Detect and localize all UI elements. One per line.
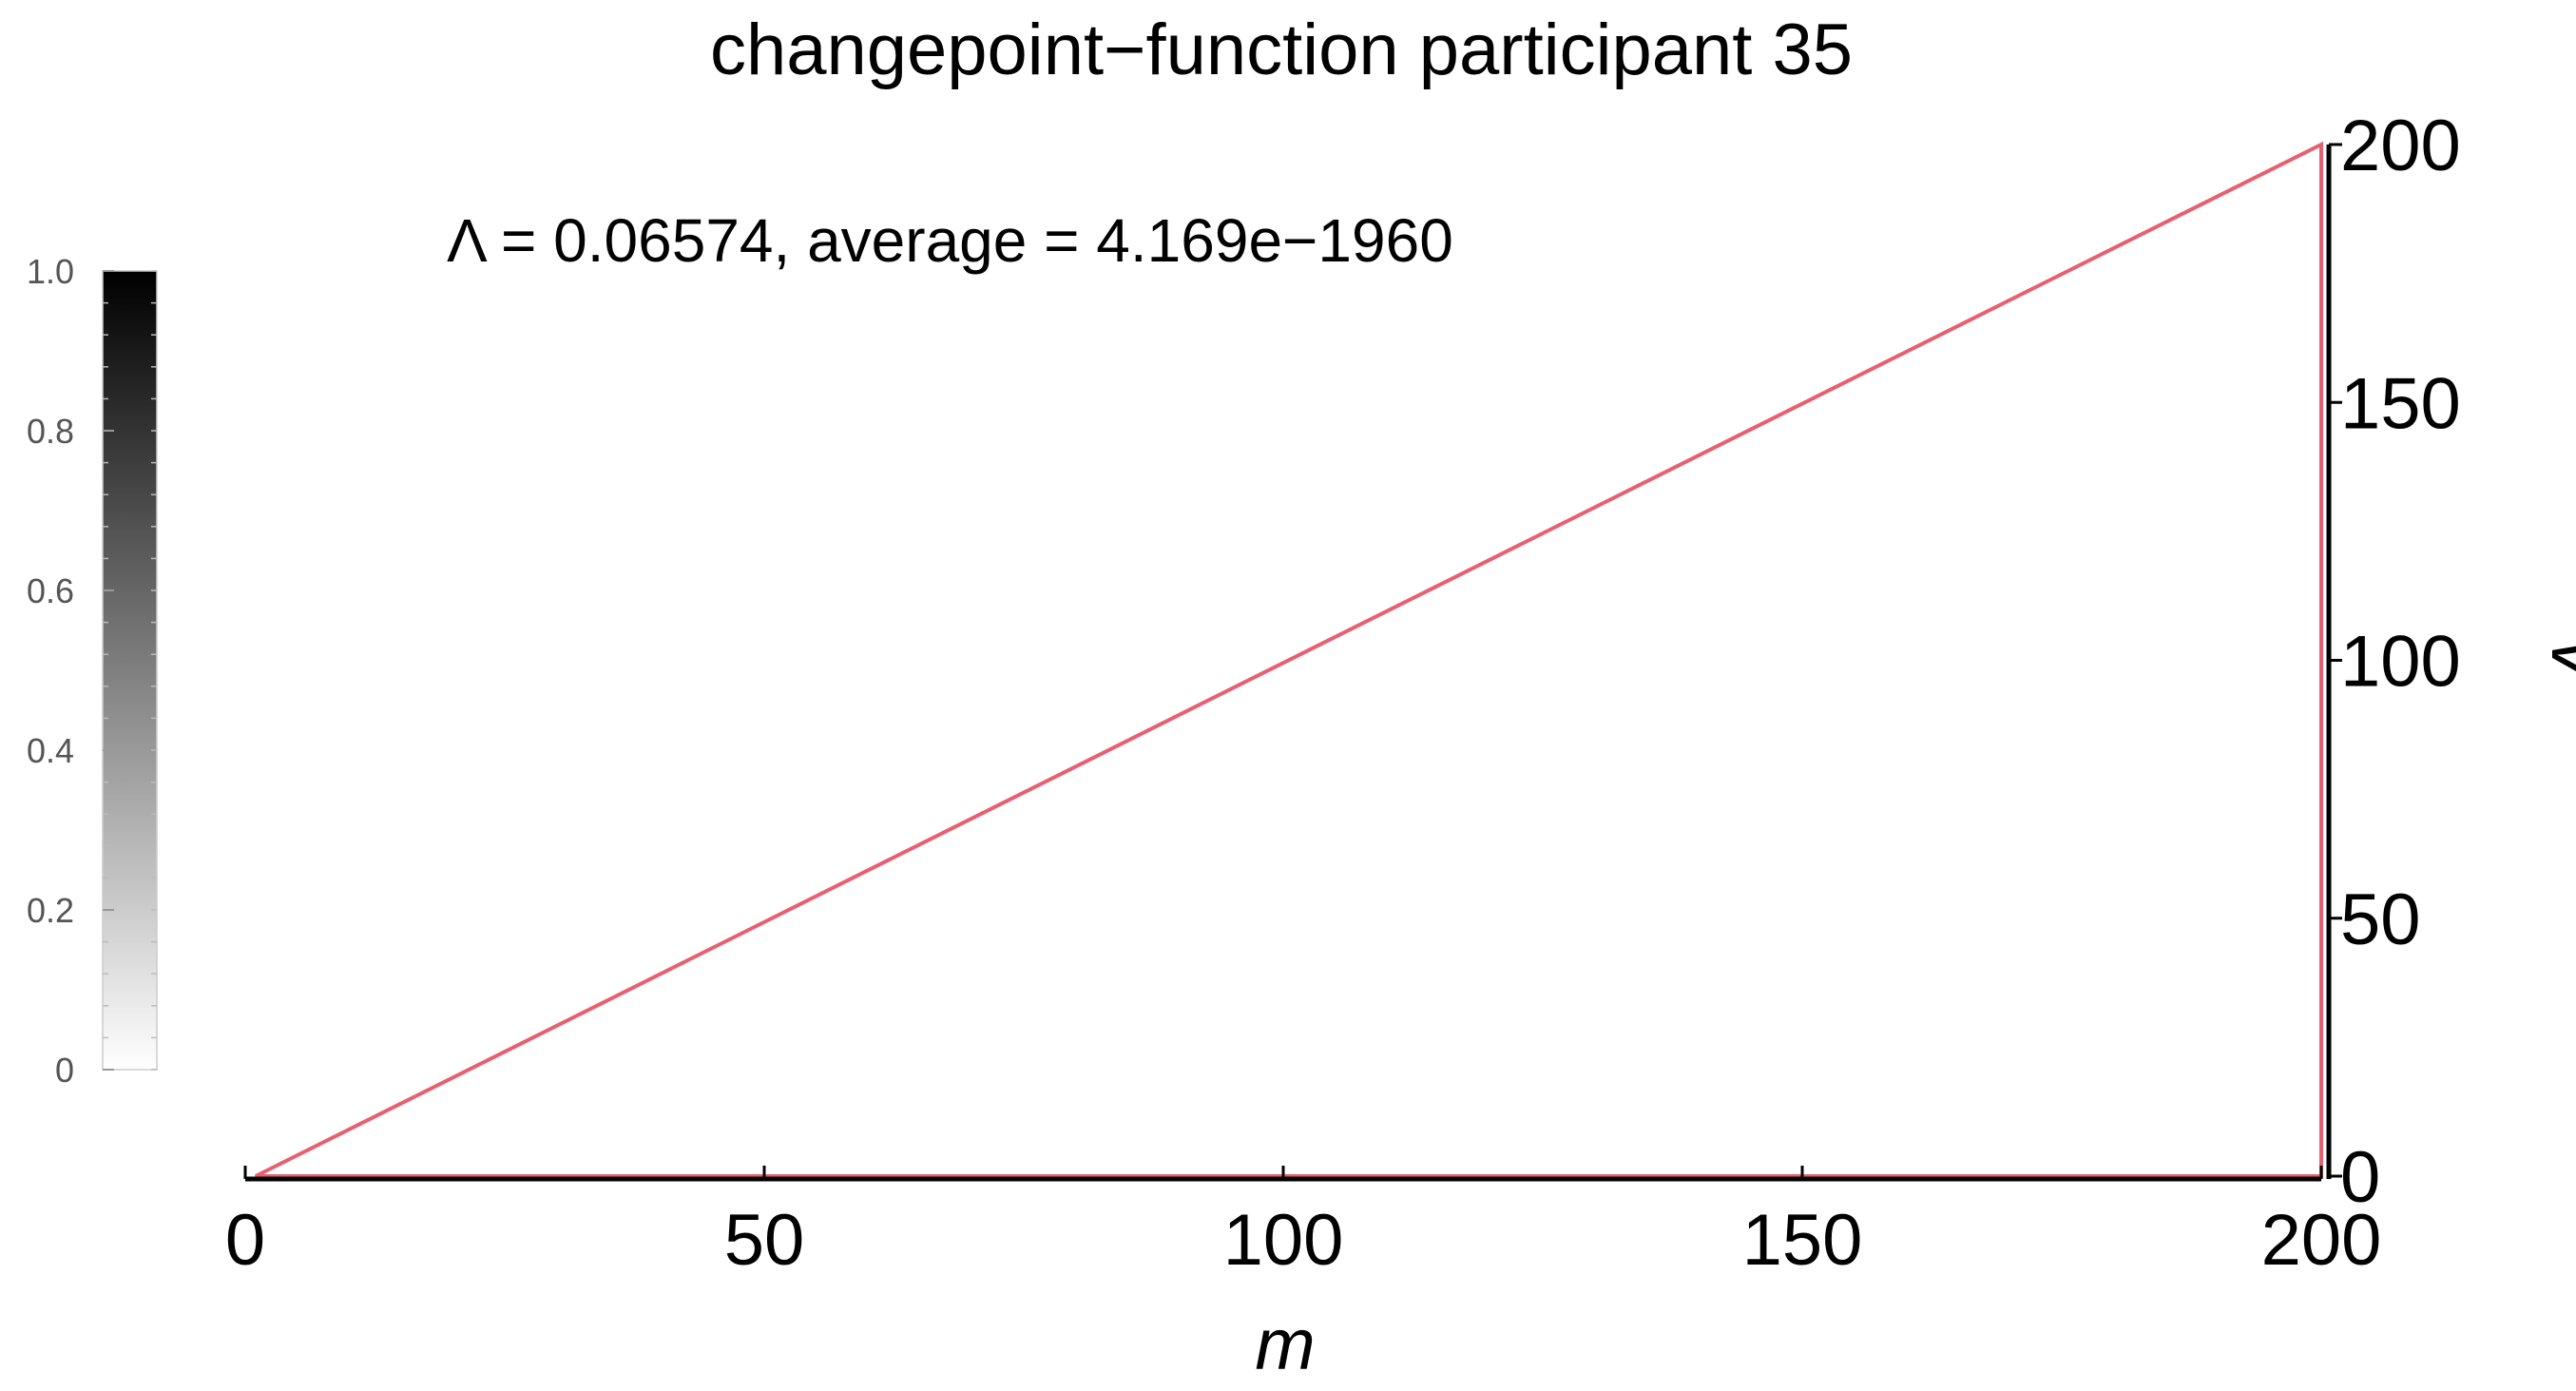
x-tick-label: 150: [1742, 1200, 1863, 1281]
chart-title: changepoint−function participant 35: [710, 10, 1853, 90]
x-tick-label: 50: [724, 1200, 805, 1281]
x-tick-label: 200: [2261, 1200, 2382, 1281]
y-tick-label: 200: [2340, 106, 2461, 186]
colorbar-tick-label: 0.8: [27, 412, 74, 451]
colorbar-tick-label: 0.6: [27, 571, 74, 610]
x-tick-label: 0: [225, 1200, 265, 1281]
y-tick-label: 100: [2340, 622, 2461, 703]
plot-marks: [255, 141, 2323, 1178]
x-axis-label: m: [1255, 1304, 1315, 1385]
colorbar-tick-labels: 0 0.2 0.4 0.6 0.8 1.0: [27, 252, 74, 1090]
y-tick-label: 50: [2340, 879, 2421, 960]
colorbar-tick-label: 0: [55, 1051, 74, 1090]
outline-region: [255, 141, 2323, 1178]
y-tick-label: 0: [2340, 1137, 2380, 1218]
colorbar: 0 0.2 0.4 0.6 0.8 1.0: [27, 252, 158, 1090]
colorbar-tick-label: 0.4: [27, 731, 74, 770]
colorbar-tick-label: 1.0: [27, 252, 74, 291]
chart-annotation: Λ = 0.06574, average = 4.169e−1960: [447, 206, 1453, 275]
y-axis-label: v: [2536, 640, 2576, 680]
colorbar-tick-label: 0.2: [27, 891, 74, 930]
colorbar-minor-ticks: [103, 270, 157, 1071]
x-tick-label: 100: [1223, 1200, 1344, 1281]
colorbar-gradient: [102, 270, 158, 1071]
y-tick-label: 150: [2340, 363, 2461, 444]
